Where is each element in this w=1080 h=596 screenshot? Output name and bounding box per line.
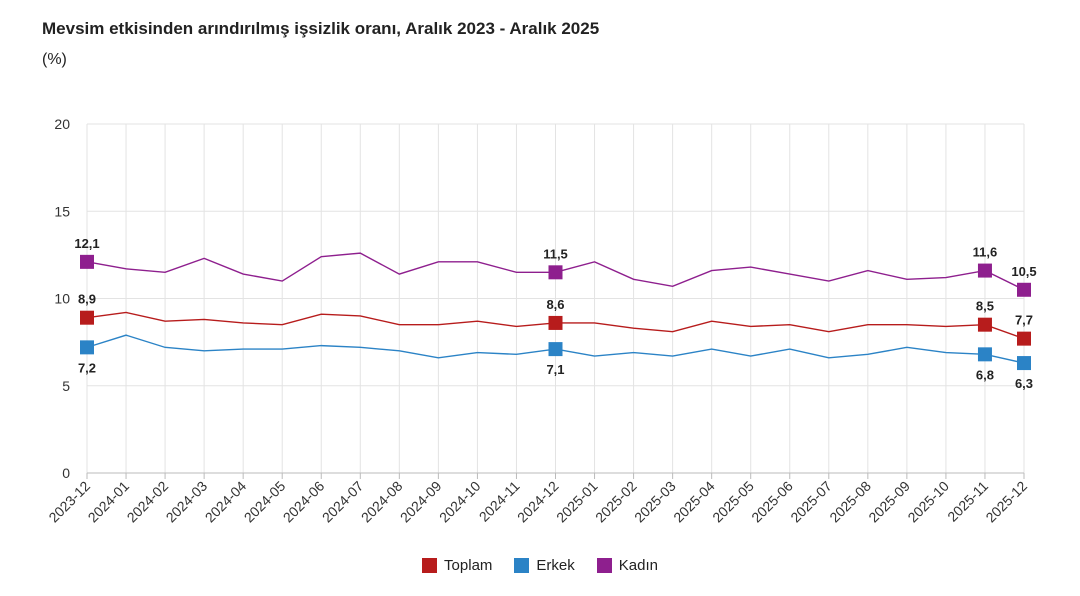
- data-point-marker: [1017, 282, 1031, 297]
- data-label: 8,6: [546, 297, 564, 312]
- x-tick-label: 2025-06: [748, 478, 796, 526]
- y-tick-label: 0: [62, 465, 70, 481]
- x-tick-label: 2025-03: [631, 478, 679, 526]
- data-point-marker: [548, 315, 563, 330]
- x-tick-label: 2025-10: [904, 478, 952, 526]
- y-axis-unit: (%): [42, 51, 67, 68]
- legend-item-toplam[interactable]: Toplam: [422, 557, 492, 574]
- x-tick-label: 2024-10: [436, 478, 484, 526]
- data-point-marker: [548, 342, 563, 357]
- legend-swatch: [514, 558, 530, 573]
- x-tick-label: 2025-04: [670, 478, 718, 526]
- data-label: 10,5: [1011, 264, 1036, 279]
- x-tick-label: 2025-12: [982, 478, 1030, 526]
- legend-label: Toplam: [444, 557, 493, 574]
- data-point-marker: [1017, 331, 1031, 346]
- x-tick-label: 2024-09: [397, 478, 445, 526]
- legend: Toplam Erkek Kadın: [0, 557, 1080, 574]
- data-label: 7,2: [78, 360, 96, 375]
- data-label: 11,5: [543, 246, 568, 261]
- data-point-marker: [977, 317, 992, 332]
- data-label: 7,1: [546, 362, 564, 377]
- x-tick-label: 2024-02: [124, 478, 172, 526]
- data-point-marker: [548, 265, 563, 280]
- legend-item-kadin[interactable]: Kadın: [596, 557, 658, 574]
- x-tick-label: 2025-07: [787, 478, 835, 526]
- legend-swatch: [596, 558, 612, 573]
- x-tick-label: 2024-04: [202, 478, 250, 526]
- data-point-marker: [1017, 356, 1031, 371]
- x-tick-label: 2025-02: [592, 478, 640, 526]
- data-point-marker: [80, 310, 94, 325]
- data-label: 7,7: [1015, 313, 1033, 328]
- data-label: 12,1: [74, 236, 99, 251]
- data-label: 11,6: [973, 245, 998, 260]
- chart-title: Mevsim etkisinden arındırılmış işsizlik …: [42, 19, 600, 38]
- y-tick-label: 20: [54, 116, 70, 132]
- legend-label: Erkek: [536, 557, 575, 574]
- legend-label: Kadın: [618, 557, 658, 574]
- data-point-marker: [977, 347, 992, 362]
- x-tick-label: 2024-08: [358, 478, 406, 526]
- data-point-marker: [80, 340, 94, 355]
- x-tick-label: 2025-05: [709, 478, 757, 526]
- x-tick-label: 2025-09: [865, 478, 913, 526]
- x-tick-label: 2024-01: [85, 478, 133, 526]
- x-tick-label: 2024-06: [280, 478, 328, 526]
- y-tick-label: 15: [54, 203, 70, 219]
- x-tick-label: 2024-12: [514, 478, 562, 526]
- data-label: 8,5: [976, 299, 994, 314]
- data-label: 8,9: [78, 292, 96, 307]
- data-label: 6,8: [976, 367, 994, 382]
- x-tick-label: 2024-07: [319, 478, 367, 526]
- x-tick-label: 2024-05: [241, 478, 289, 526]
- legend-swatch: [422, 558, 438, 573]
- x-tick-label: 2025-08: [826, 478, 874, 526]
- data-point-marker: [977, 263, 992, 278]
- data-point-marker: [80, 254, 94, 269]
- x-tick-label: 2024-11: [476, 478, 523, 525]
- x-tick-label: 2025-01: [553, 478, 601, 526]
- x-tick-label: 2024-03: [163, 478, 211, 526]
- x-tick-label: 2025-11: [944, 478, 991, 525]
- y-tick-label: 10: [54, 291, 70, 307]
- legend-item-erkek[interactable]: Erkek: [514, 557, 575, 574]
- data-label: 6,3: [1015, 376, 1033, 391]
- y-tick-label: 5: [62, 378, 70, 394]
- x-tick-label: 2023-12: [45, 478, 93, 526]
